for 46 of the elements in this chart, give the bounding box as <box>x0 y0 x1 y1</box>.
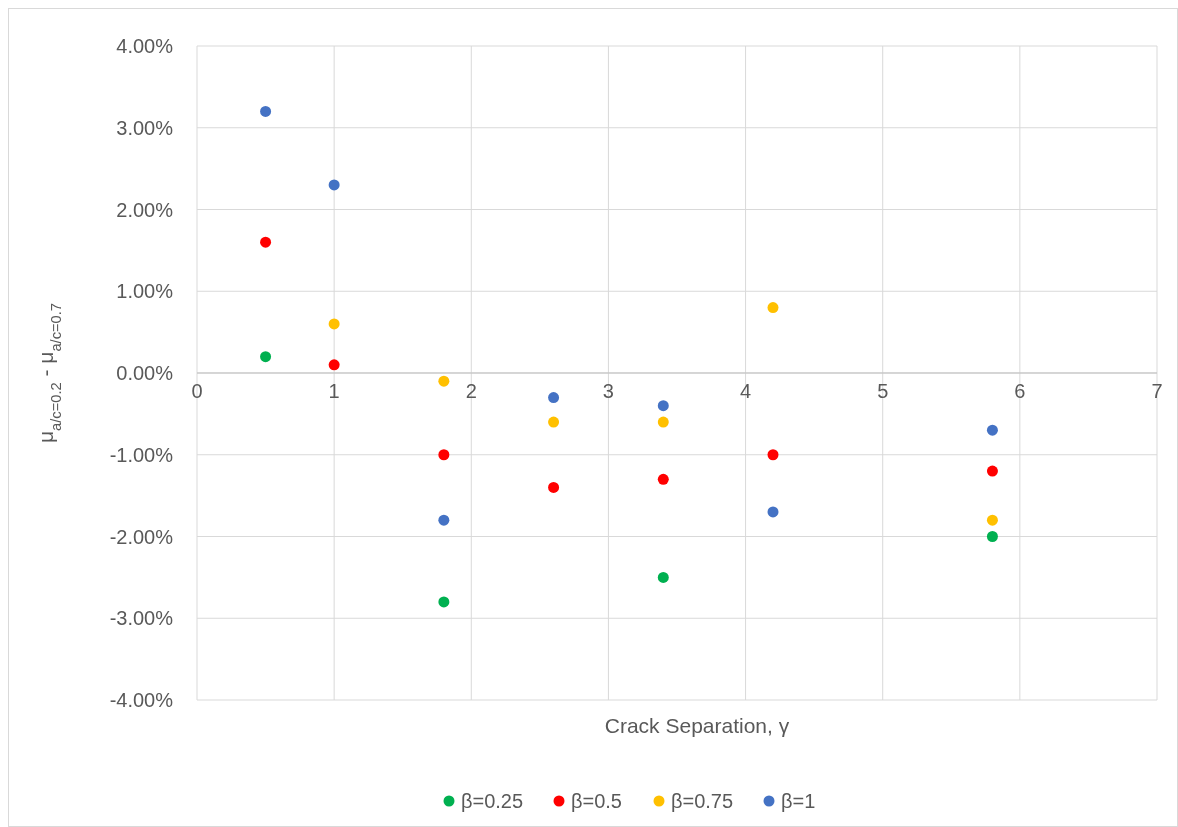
point <box>438 449 450 461</box>
y-tick-label: 2.00% <box>116 198 174 221</box>
point <box>260 351 272 363</box>
point <box>328 318 340 330</box>
point <box>767 449 779 461</box>
point <box>438 596 450 608</box>
x-tick-label: 4 <box>740 380 752 402</box>
x-tick-label: 7 <box>1151 380 1163 402</box>
point <box>260 105 272 117</box>
legend-label: β=0.25 <box>461 790 524 812</box>
legend-label: β=0.5 <box>571 790 622 812</box>
point <box>260 236 272 248</box>
point <box>328 359 340 371</box>
point <box>986 465 998 477</box>
y-tick-label: -3.00% <box>109 607 174 630</box>
point <box>438 514 450 526</box>
x-tick-label: 5 <box>877 380 889 402</box>
point <box>548 416 560 428</box>
legend-label: β=1 <box>781 790 816 812</box>
point <box>657 473 669 485</box>
point <box>986 514 998 526</box>
y-tick-label: 3.00% <box>116 116 174 139</box>
point <box>767 506 779 518</box>
y-tick-label: 0.00% <box>116 362 174 384</box>
point <box>986 424 998 436</box>
y-tick-label: 4.00% <box>116 35 174 57</box>
x-tick-label: 2 <box>465 380 477 402</box>
y-tick-label: 1.00% <box>116 280 174 303</box>
x-tick-label: 6 <box>1014 380 1026 402</box>
point <box>767 302 779 314</box>
legend-label: β=0.75 <box>671 790 734 812</box>
point <box>548 481 560 493</box>
y-tick-label: -1.00% <box>109 443 174 466</box>
x-tick-label: 3 <box>602 380 614 402</box>
point <box>657 571 669 583</box>
x-tick-label: 0 <box>191 380 203 402</box>
x-tick-label: 1 <box>328 380 340 402</box>
y-tick-label: -2.00% <box>109 525 174 548</box>
point <box>328 179 340 191</box>
point <box>657 416 669 428</box>
x-axis-title: Crack Separation, γ <box>604 714 790 737</box>
point <box>986 531 998 542</box>
point <box>548 392 560 404</box>
point <box>657 400 669 412</box>
y-tick-label: -4.00% <box>109 689 174 711</box>
point <box>438 375 450 387</box>
